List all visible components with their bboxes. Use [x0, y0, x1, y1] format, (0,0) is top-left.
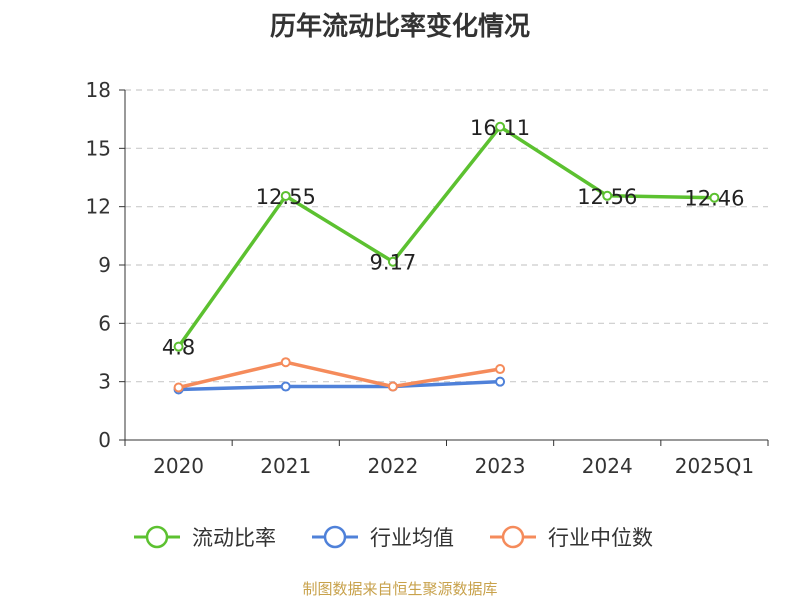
- data-point: [387, 381, 398, 392]
- data-label: 9.17: [370, 251, 417, 275]
- x-tick-label: 2021: [260, 454, 311, 478]
- series-line: [178, 360, 501, 390]
- x-tick-label: 2020: [153, 454, 204, 478]
- data-point: [602, 190, 613, 201]
- x-tick-label: 2023: [475, 454, 526, 478]
- data-point: [495, 364, 506, 375]
- data-label: 12.56: [577, 185, 637, 209]
- y-tick-label: 0: [98, 428, 111, 452]
- data-label: 16.11: [470, 116, 530, 140]
- data-point: [280, 357, 291, 368]
- x-tick-label: 2024: [582, 454, 633, 478]
- data-point: [173, 341, 184, 352]
- legend-marker: [501, 525, 525, 549]
- data-point: [495, 376, 506, 387]
- legend-label: 行业中位数: [548, 526, 653, 550]
- x-tick-label: 2025Q1: [675, 454, 754, 478]
- series-line: [178, 379, 501, 392]
- legend-label: 流动比率: [192, 526, 276, 550]
- data-point: [280, 381, 291, 392]
- series-line: [177, 125, 715, 348]
- legend-label: 行业均值: [370, 526, 454, 550]
- data-point: [387, 256, 398, 267]
- legend-marker: [323, 525, 347, 549]
- data-point: [173, 382, 184, 393]
- legend-marker: [145, 525, 169, 549]
- x-tick-label: 2022: [367, 454, 418, 478]
- y-tick-label: 15: [86, 136, 111, 160]
- chart-title: 历年流动比率变化情况: [269, 12, 530, 42]
- y-tick-label: 12: [86, 195, 111, 219]
- y-tick-label: 6: [98, 311, 111, 335]
- data-label: 12.46: [684, 187, 744, 211]
- y-tick-label: 3: [98, 370, 111, 394]
- data-label: 12.55: [256, 185, 316, 209]
- y-tick-label: 18: [86, 78, 111, 102]
- source-note: 制图数据来自恒生聚源数据库: [302, 580, 498, 598]
- data-point: [495, 121, 506, 132]
- data-point: [280, 190, 291, 201]
- data-point: [709, 192, 720, 203]
- y-tick-label: 9: [98, 253, 111, 277]
- data-label: 4.8: [162, 336, 195, 360]
